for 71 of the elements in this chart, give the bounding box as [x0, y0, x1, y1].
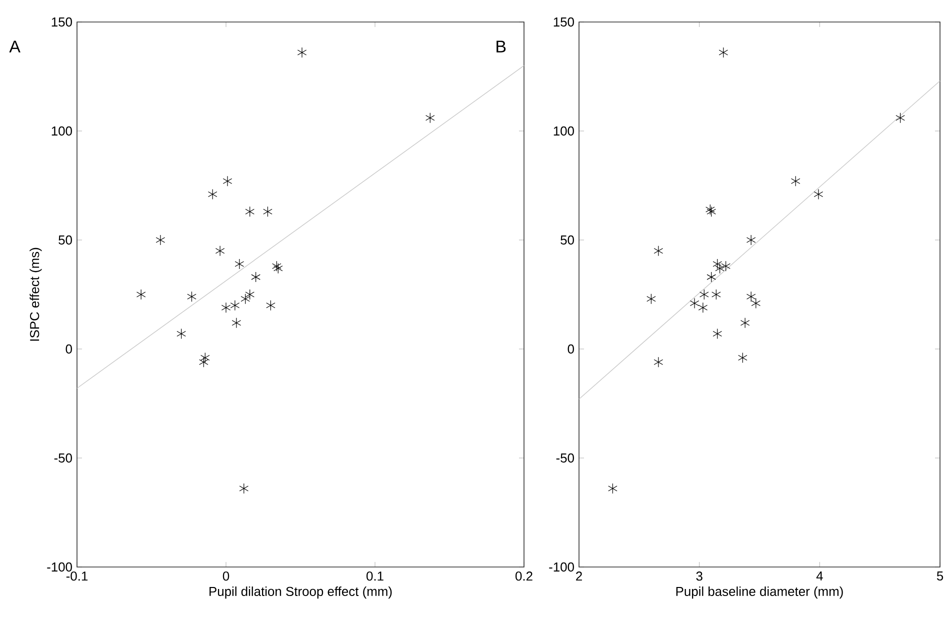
point	[266, 300, 276, 311]
x-tick-label: 3	[696, 572, 702, 581]
point	[263, 206, 272, 217]
point	[245, 289, 254, 300]
point	[654, 246, 664, 256]
point	[230, 300, 240, 311]
point	[814, 188, 824, 200]
point	[712, 328, 722, 340]
point	[706, 206, 716, 217]
point	[208, 188, 218, 200]
point	[187, 291, 196, 302]
x-tick-label: 0.2	[516, 572, 532, 581]
point	[718, 47, 728, 58]
point	[240, 294, 250, 304]
point	[199, 356, 208, 368]
y-tick-label: 50	[560, 235, 574, 245]
point	[176, 328, 186, 340]
point	[700, 289, 709, 300]
point	[706, 204, 715, 215]
point	[896, 112, 905, 124]
point	[245, 206, 254, 217]
y-tick-label: 100	[554, 126, 574, 136]
x-tick-label: 5	[936, 572, 944, 581]
point	[221, 302, 231, 313]
point	[721, 260, 730, 272]
y-tick-label: -50	[54, 453, 72, 463]
point	[698, 302, 708, 313]
point	[272, 260, 282, 272]
point	[712, 289, 721, 300]
x-tick-label: 4	[816, 572, 823, 580]
y-tick-label: 150	[554, 17, 574, 27]
point	[746, 234, 756, 246]
point	[706, 272, 716, 282]
point	[156, 234, 166, 246]
y-tick-label: 100	[52, 126, 72, 136]
x-tick-label: -0.1	[66, 572, 88, 581]
point	[712, 258, 722, 270]
x-axis-title: Pupil dilation Stroop effect (mm)	[210, 586, 392, 599]
y-tick-label: -100	[549, 562, 574, 572]
point	[608, 483, 618, 494]
point	[239, 483, 249, 494]
x-tick-label: 0.1	[366, 572, 384, 581]
point	[234, 258, 244, 270]
annotation: B	[496, 40, 506, 52]
y-tick-label: -100	[47, 562, 72, 572]
point	[646, 294, 656, 304]
point	[654, 356, 664, 368]
point	[222, 176, 232, 186]
y-tick-label: 50	[58, 235, 72, 245]
point	[297, 47, 307, 58]
x-tick-label: 0	[222, 572, 230, 581]
point	[715, 263, 724, 274]
y-tick-label: 0	[66, 344, 72, 354]
y-axis-title: ISPC effect (ms)	[30, 248, 42, 341]
point	[232, 318, 242, 328]
point	[215, 246, 225, 256]
point	[200, 352, 210, 364]
point	[740, 318, 750, 328]
x-axis-title: Pupil baseline diameter (mm)	[676, 586, 843, 599]
point	[274, 263, 283, 274]
point	[136, 289, 146, 300]
y-tick-label: 0	[568, 344, 574, 354]
point	[738, 352, 748, 364]
point	[426, 112, 435, 124]
point	[690, 298, 700, 309]
point	[790, 176, 800, 186]
text: A	[9, 40, 20, 52]
point	[251, 272, 260, 282]
y-tick-label: 150	[52, 17, 72, 27]
x-tick-label: 2	[576, 572, 582, 581]
y-tick-label: -50	[556, 453, 574, 463]
